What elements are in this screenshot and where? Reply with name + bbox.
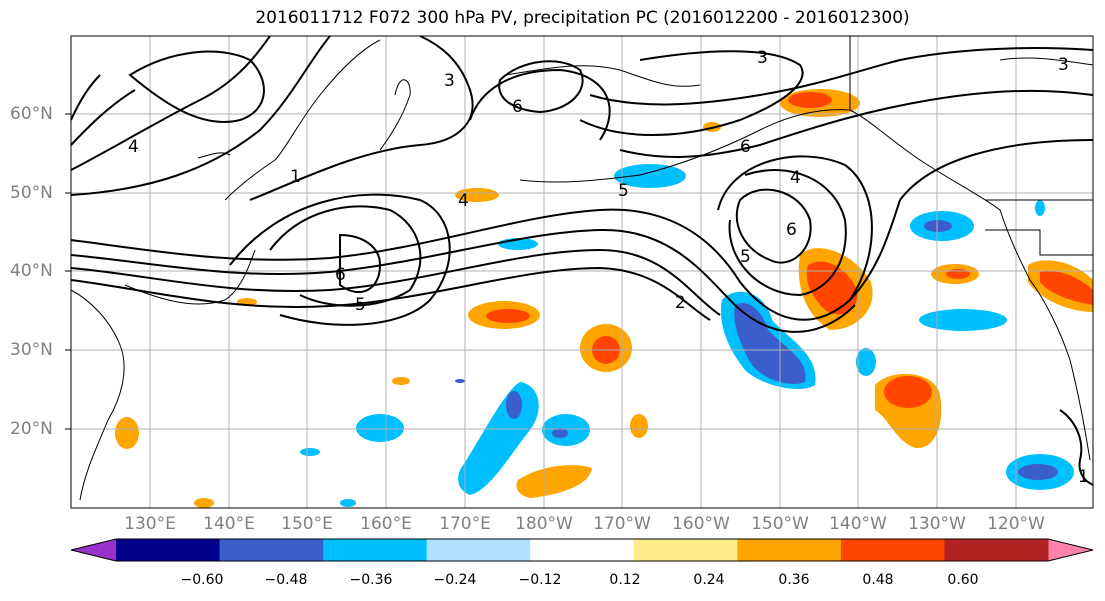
lat-label-60n: 60°N (10, 104, 53, 124)
contour-label-6c: 6 (740, 137, 751, 157)
colorbar-tick: 0.48 (862, 572, 894, 588)
precip-positive-shading (115, 89, 1093, 508)
colorbar-tick: 0.12 (609, 572, 641, 588)
lon-label-120w: 120°W (987, 514, 1045, 534)
colorbar-tick: 0.60 (947, 572, 979, 588)
lon-label-130e: 130°E (124, 514, 176, 534)
contour-label-4a: 4 (458, 191, 469, 211)
contour-label-5b: 5 (740, 247, 751, 267)
contour-label-3b: 3 (1058, 55, 1069, 75)
lon-label-180w: 180°W (515, 514, 573, 534)
contour-label-2a: 2 (675, 293, 686, 313)
colorbar-segment (323, 539, 428, 561)
colorbar-segment (633, 539, 738, 561)
colorbar (70, 538, 1094, 562)
colorbar-tick: −0.24 (433, 572, 477, 588)
lon-label-150w: 150°W (751, 514, 809, 534)
colorbar-segment (426, 539, 531, 561)
pv-contours (70, 35, 1094, 486)
lat-label-50n: 50°N (10, 183, 53, 203)
colorbar-tick: 0.24 (693, 572, 725, 588)
lon-label-170e: 170°E (439, 514, 491, 534)
contour-label-1b: 1 (1078, 467, 1089, 487)
contour-label-5a: 5 (355, 295, 366, 315)
contour-label-3a: 3 (757, 48, 768, 68)
colorbar-extend-high (1048, 539, 1093, 561)
colorbar-outline (70, 538, 1094, 562)
lat-label-40n: 40°N (10, 261, 53, 281)
contour-label-6b: 6 (786, 220, 797, 240)
contour-label-4c: 4 (128, 137, 139, 157)
colorbar-tick: −0.36 (349, 572, 393, 588)
contour-label-1a: 1 (290, 167, 301, 187)
coastlines (70, 39, 1094, 501)
contour-labels: 1 2 3 4 5 6 1 3 6 6 6 4 4 3 5 5 (128, 48, 1089, 487)
lon-label-160e: 160°E (360, 514, 412, 534)
lon-label-150e: 150°E (281, 514, 333, 534)
lon-label-170w: 170°W (593, 514, 651, 534)
colorbar-tick: −0.12 (518, 572, 562, 588)
contour-label-4b: 4 (790, 168, 801, 188)
lon-label-140w: 140°W (829, 514, 887, 534)
contour-label-6a: 6 (335, 265, 346, 285)
colorbar-segment (944, 539, 1049, 561)
lat-label-20n: 20°N (10, 419, 53, 439)
colorbar-tick: −0.60 (180, 572, 224, 588)
precip-negative-shading (300, 164, 1074, 507)
colorbar-segment (840, 539, 945, 561)
contour-label-6d: 6 (512, 97, 523, 117)
lon-label-140e: 140°E (203, 514, 255, 534)
axis-ticks (65, 113, 71, 430)
contour-label-5c: 5 (618, 181, 629, 201)
colorbar-segment (737, 539, 842, 561)
lat-label-30n: 30°N (10, 340, 53, 360)
colorbar-segment (116, 539, 221, 561)
map-title: 2016011712 F072 300 hPa PV, precipitatio… (255, 8, 910, 28)
colorbar-tick: −0.48 (264, 572, 308, 588)
colorbar-extend-low (71, 539, 116, 561)
colorbar-tick: 0.36 (778, 572, 810, 588)
contour-label-3c: 3 (444, 71, 455, 91)
lon-label-130w: 130°W (908, 514, 966, 534)
colorbar-segment (219, 539, 324, 561)
map-frame (70, 35, 1094, 509)
colorbar-segment (530, 539, 635, 561)
lon-label-160w: 160°W (672, 514, 730, 534)
